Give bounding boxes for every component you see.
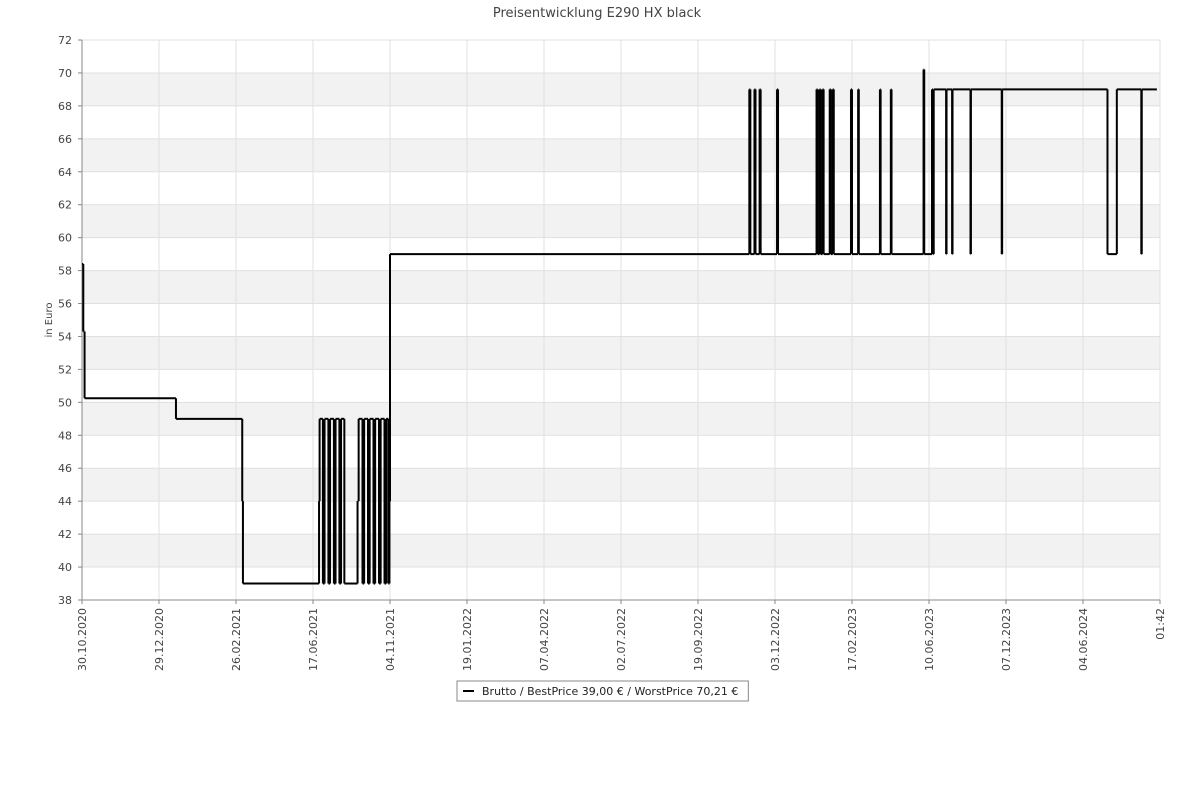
x-tick-label: 03.12.2022 <box>769 608 782 671</box>
y-tick-label: 38 <box>58 594 72 607</box>
chart-title: Preisentwicklung E290 HX black <box>493 6 702 21</box>
x-tick-label: 19.09.2022 <box>692 608 705 671</box>
x-tick-label: 01:42 <box>1154 608 1167 640</box>
x-tick-label: 07.12.2023 <box>1000 608 1013 671</box>
y-tick-label: 68 <box>58 100 72 113</box>
y-tick-label: 64 <box>58 166 72 179</box>
x-tick-label: 04.06.2024 <box>1077 608 1090 671</box>
y-tick-label: 46 <box>58 462 72 475</box>
x-tick-label: 07.04.2022 <box>538 608 551 671</box>
y-tick-label: 70 <box>58 67 72 80</box>
step-riser <box>82 69 1143 584</box>
x-tick-label: 02.07.2022 <box>615 608 628 671</box>
x-tick-label: 30.10.2020 <box>76 608 89 671</box>
y-tick-label: 66 <box>58 133 72 146</box>
y-tick-label: 62 <box>58 199 72 212</box>
x-tick-label: 17.06.2021 <box>307 608 320 671</box>
y-tick-label: 50 <box>58 396 72 409</box>
y-tick-label: 60 <box>58 232 72 245</box>
legend: Brutto / BestPrice 39,00 € / WorstPrice … <box>456 680 749 702</box>
y-tick-label: 52 <box>58 363 72 376</box>
y-tick-label: 54 <box>58 330 72 343</box>
x-tick-label: 10.06.2023 <box>923 608 936 671</box>
y-tick-label: 72 <box>58 34 72 47</box>
x-tick-label: 17.02.2023 <box>846 608 859 671</box>
y-tick-label: 58 <box>58 265 72 278</box>
legend-label: Brutto / BestPrice 39,00 € / WorstPrice … <box>482 685 738 698</box>
y-tick-label: 44 <box>58 495 72 508</box>
y-tick-label: 48 <box>58 429 72 442</box>
legend-box <box>456 680 749 702</box>
y-tick-label: 42 <box>58 528 72 541</box>
x-tick-label: 29.12.2020 <box>153 608 166 671</box>
x-tick-label: 04.11.2021 <box>384 608 397 671</box>
y-tick-label: 40 <box>58 561 72 574</box>
x-tick-label: 26.02.2021 <box>230 608 243 671</box>
y-tick-label: 56 <box>58 298 72 311</box>
x-tick-label: 19.01.2022 <box>461 608 474 671</box>
y-axis-label: in Euro <box>44 303 55 338</box>
